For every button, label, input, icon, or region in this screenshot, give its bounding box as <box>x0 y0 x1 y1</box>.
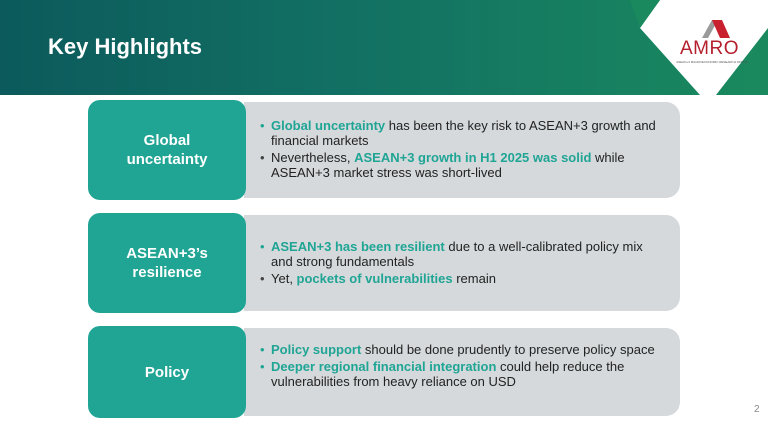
row-content: ASEAN+3 has been resilient due to a well… <box>244 215 680 311</box>
bullet: Nevertheless, ASEAN+3 growth in H1 2025 … <box>260 150 668 180</box>
highlight-row-global-uncertainty: Global uncertainty Global uncertainty ha… <box>88 100 680 200</box>
row-tag: ASEAN+3’s resilience <box>88 213 246 313</box>
row-content: Global uncertainty has been the key risk… <box>244 102 680 198</box>
row-tag: Policy <box>88 326 246 418</box>
bullet: Yet, pockets of vulnerabilities remain <box>260 271 668 286</box>
bullet: ASEAN+3 has been resilient due to a well… <box>260 239 668 269</box>
logo-roof-icon <box>702 20 730 38</box>
highlight-row-policy: Policy Policy support should be done pru… <box>88 326 680 418</box>
logo-wordmark: AMRO <box>680 38 739 59</box>
slide-title: Key Highlights <box>48 34 203 59</box>
bullet: Global uncertainty has been the key risk… <box>260 118 668 148</box>
logo-backdrop <box>630 0 768 95</box>
row-content: Policy support should be done prudently … <box>244 328 680 416</box>
bullet: Policy support should be done prudently … <box>260 342 668 357</box>
page-number: 2 <box>754 404 760 415</box>
row-tag: Global uncertainty <box>88 100 246 200</box>
bullet: Deeper regional financial integration co… <box>260 359 668 389</box>
highlight-row-resilience: ASEAN+3’s resilience ASEAN+3 has been re… <box>88 213 680 313</box>
amro-logo: AMRO ASEAN+3 MACROECONOMIC RESEARCH OFFI… <box>672 18 752 68</box>
logo-subtitle: ASEAN+3 MACROECONOMIC RESEARCH OFFICE <box>676 60 748 64</box>
